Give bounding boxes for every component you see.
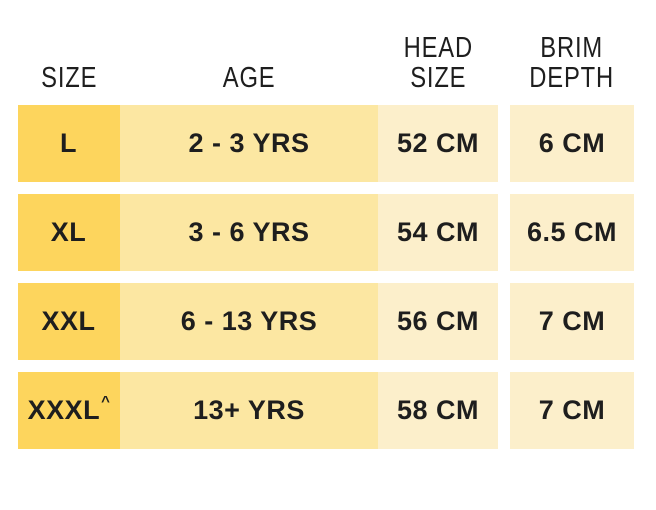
column-header-brim-depth-label: BRIM DEPTH bbox=[529, 31, 615, 95]
size-cell: XXL bbox=[18, 283, 120, 360]
size-cell: XXXL ^ bbox=[18, 372, 120, 449]
brim-depth-cell: 7 CM bbox=[510, 283, 634, 360]
head-size-cell: 58 CM bbox=[378, 372, 498, 449]
column-gap bbox=[498, 372, 510, 449]
size-footnote-marker: ^ bbox=[101, 393, 111, 410]
column-header-age-label: AGE bbox=[222, 62, 276, 95]
age-cell: 2 - 3 YRS bbox=[120, 105, 378, 182]
column-header-size-label: SIZE bbox=[40, 62, 98, 95]
age-cell: 13+ YRS bbox=[120, 372, 378, 449]
size-cell: XL bbox=[18, 194, 120, 271]
table-row: XXL 6 - 13 YRS 56 CM 7 CM bbox=[18, 283, 634, 360]
age-cell: 6 - 13 YRS bbox=[120, 283, 378, 360]
head-size-cell: 56 CM bbox=[378, 283, 498, 360]
table-header-row: SIZE AGE HEAD SIZE BRIM DEPTH bbox=[18, 0, 634, 105]
brim-depth-cell: 7 CM bbox=[510, 372, 634, 449]
head-size-cell: 52 CM bbox=[378, 105, 498, 182]
column-header-brim-depth: BRIM DEPTH bbox=[510, 31, 634, 95]
column-header-head-size: HEAD SIZE bbox=[378, 31, 498, 95]
table-row: XXXL ^ 13+ YRS 58 CM 7 CM bbox=[18, 372, 634, 449]
table-row: L 2 - 3 YRS 52 CM 6 CM bbox=[18, 105, 634, 182]
size-value: XXL bbox=[41, 306, 96, 336]
age-cell: 3 - 6 YRS bbox=[120, 194, 378, 271]
column-header-size: SIZE bbox=[18, 63, 120, 94]
head-size-cell: 54 CM bbox=[378, 194, 498, 271]
size-value: L bbox=[60, 128, 77, 158]
brim-depth-cell: 6 CM bbox=[510, 105, 634, 182]
size-cell: L bbox=[18, 105, 120, 182]
column-header-age: AGE bbox=[120, 63, 378, 94]
table-row: XL 3 - 6 YRS 54 CM 6.5 CM bbox=[18, 194, 634, 271]
column-gap bbox=[498, 105, 510, 182]
column-header-head-size-label: HEAD SIZE bbox=[403, 31, 473, 95]
size-value: XXXL bbox=[27, 395, 101, 425]
column-gap bbox=[498, 194, 510, 271]
column-gap bbox=[498, 283, 510, 360]
size-chart: SIZE AGE HEAD SIZE BRIM DEPTH L 2 - 3 YR… bbox=[18, 0, 634, 461]
brim-depth-cell: 6.5 CM bbox=[510, 194, 634, 271]
size-value: XL bbox=[50, 217, 87, 247]
